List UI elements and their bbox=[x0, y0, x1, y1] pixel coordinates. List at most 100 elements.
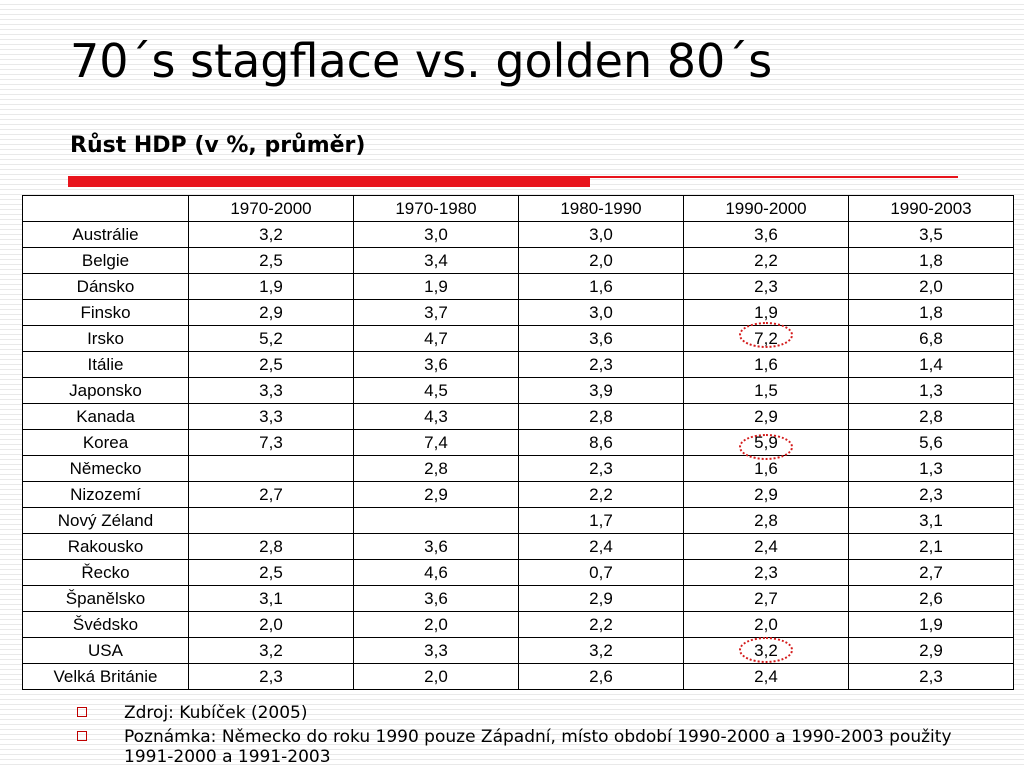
value-cell: 3,0 bbox=[518, 299, 684, 326]
value-cell: 3,6 bbox=[353, 351, 519, 378]
value-cell: 2,8 bbox=[848, 403, 1014, 430]
value-cell: 3,1 bbox=[188, 585, 354, 612]
gdp-growth-table: 1970-2000 1970-1980 1980-1990 1990-2000 … bbox=[22, 195, 1014, 690]
value-cell: 2,0 bbox=[683, 611, 849, 638]
value-cell: 3,6 bbox=[518, 325, 684, 352]
value-cell: 2,0 bbox=[848, 273, 1014, 300]
value-cell: 1,7 bbox=[518, 507, 684, 534]
value-cell: 3,2 bbox=[188, 637, 354, 664]
value-cell: 3,9 bbox=[518, 377, 684, 404]
value-cell: 1,3 bbox=[848, 377, 1014, 404]
slide-subtitle: Růst HDP (v %, průměr) bbox=[70, 133, 366, 158]
value-cell bbox=[188, 507, 354, 534]
value-cell: 2,2 bbox=[518, 611, 684, 638]
country-cell: Rakousko bbox=[22, 533, 189, 560]
table-body: Austrálie 3,2 3,0 3,0 3,6 3,5 Belgie 2,5 3,4 2,0 2… bbox=[22, 221, 1014, 690]
value-cell: 1,9 bbox=[683, 299, 849, 326]
table-row: Řecko 2,5 4,6 0,7 2,3 2,7 bbox=[22, 559, 1014, 586]
value-cell: 3,4 bbox=[353, 247, 519, 274]
country-cell: Španělsko bbox=[22, 585, 189, 612]
value-cell: 2,2 bbox=[518, 481, 684, 508]
note-item: Poznámka: Německo do roku 1990 pouze Záp… bbox=[74, 727, 1004, 767]
value-cell: 3,2 bbox=[188, 221, 354, 248]
value-cell: 3,6 bbox=[353, 533, 519, 560]
country-cell: Dánsko bbox=[22, 273, 189, 300]
value-cell: 2,3 bbox=[848, 481, 1014, 508]
table-row: Irsko 5,2 4,7 3,6 7,2 6,8 bbox=[22, 325, 1014, 352]
country-cell: Velká Británie bbox=[22, 663, 189, 690]
value-cell: 2,8 bbox=[353, 455, 519, 482]
value-cell: 5,6 bbox=[848, 429, 1014, 456]
value-cell: 2,0 bbox=[518, 247, 684, 274]
value-cell: 3,1 bbox=[848, 507, 1014, 534]
table-row: Japonsko 3,3 4,5 3,9 1,5 1,3 bbox=[22, 377, 1014, 404]
value-cell: 3,7 bbox=[353, 299, 519, 326]
table-row: Itálie 2,5 3,6 2,3 1,6 1,4 bbox=[22, 351, 1014, 378]
value-cell: 0,7 bbox=[518, 559, 684, 586]
country-cell: Nový Zéland bbox=[22, 507, 189, 534]
table-corner-cell bbox=[22, 195, 189, 222]
value-cell: 3,0 bbox=[518, 221, 684, 248]
table-row: Austrálie 3,2 3,0 3,0 3,6 3,5 bbox=[22, 221, 1014, 248]
value-cell: 4,6 bbox=[353, 559, 519, 586]
value-cell: 2,0 bbox=[188, 611, 354, 638]
value-cell: 3,6 bbox=[683, 221, 849, 248]
value-cell: 3,3 bbox=[353, 637, 519, 664]
value-cell: 2,3 bbox=[188, 663, 354, 690]
value-cell: 2,4 bbox=[518, 533, 684, 560]
value-cell: 2,9 bbox=[683, 403, 849, 430]
value-cell: 1,8 bbox=[848, 299, 1014, 326]
value-cell: 1,6 bbox=[518, 273, 684, 300]
value-cell: 3,5 bbox=[848, 221, 1014, 248]
value-cell: 2,0 bbox=[353, 611, 519, 638]
table-row: Finsko 2,9 3,7 3,0 1,9 1,8 bbox=[22, 299, 1014, 326]
table-row: Německo 2,8 2,3 1,6 1,3 bbox=[22, 455, 1014, 482]
value-cell: 2,3 bbox=[518, 351, 684, 378]
value-cell: 8,6 bbox=[518, 429, 684, 456]
value-cell: 3,6 bbox=[353, 585, 519, 612]
table-row: Velká Británie 2,3 2,0 2,6 2,4 2,3 bbox=[22, 663, 1014, 690]
value-cell: 2,7 bbox=[848, 559, 1014, 586]
value-cell: 2,9 bbox=[683, 481, 849, 508]
value-cell: 5,9 bbox=[683, 429, 849, 456]
square-bullet-icon bbox=[77, 731, 87, 741]
value-cell: 7,2 bbox=[683, 325, 849, 352]
value-cell: 4,7 bbox=[353, 325, 519, 352]
square-bullet-icon bbox=[77, 707, 87, 717]
value-cell: 2,9 bbox=[353, 481, 519, 508]
column-header: 1980-1990 bbox=[518, 195, 684, 222]
column-header: 1990-2000 bbox=[683, 195, 849, 222]
value-cell: 3,2 bbox=[683, 637, 849, 664]
value-cell: 4,3 bbox=[353, 403, 519, 430]
value-cell: 7,3 bbox=[188, 429, 354, 456]
note-text: Poznámka: Německo do roku 1990 pouze Záp… bbox=[124, 727, 952, 767]
value-cell: 2,8 bbox=[188, 533, 354, 560]
value-cell: 2,2 bbox=[683, 247, 849, 274]
value-cell: 2,3 bbox=[518, 455, 684, 482]
value-cell: 2,6 bbox=[518, 663, 684, 690]
note-text: Zdroj: Kubíček (2005) bbox=[124, 703, 308, 723]
notes-list: Zdroj: Kubíček (2005) Poznámka: Německo … bbox=[74, 703, 1004, 771]
country-cell: Belgie bbox=[22, 247, 189, 274]
value-cell: 2,8 bbox=[518, 403, 684, 430]
country-cell: Korea bbox=[22, 429, 189, 456]
value-cell: 6,8 bbox=[848, 325, 1014, 352]
country-cell: Austrálie bbox=[22, 221, 189, 248]
value-cell: 2,7 bbox=[188, 481, 354, 508]
value-cell: 3,3 bbox=[188, 377, 354, 404]
value-cell: 2,4 bbox=[683, 663, 849, 690]
table-row: Švédsko 2,0 2,0 2,2 2,0 1,9 bbox=[22, 611, 1014, 638]
value-cell: 2,6 bbox=[848, 585, 1014, 612]
value-cell bbox=[353, 507, 519, 534]
value-cell: 1,4 bbox=[848, 351, 1014, 378]
country-cell: Švédsko bbox=[22, 611, 189, 638]
table-row: Korea 7,3 7,4 8,6 5,9 5,6 bbox=[22, 429, 1014, 456]
country-cell: Finsko bbox=[22, 299, 189, 326]
country-cell: USA bbox=[22, 637, 189, 664]
value-cell: 2,9 bbox=[518, 585, 684, 612]
table-row: USA 3,2 3,3 3,2 3,2 2,9 bbox=[22, 637, 1014, 664]
value-cell: 2,0 bbox=[353, 663, 519, 690]
value-cell: 3,2 bbox=[518, 637, 684, 664]
table-row: Belgie 2,5 3,4 2,0 2,2 1,8 bbox=[22, 247, 1014, 274]
value-cell: 1,8 bbox=[848, 247, 1014, 274]
